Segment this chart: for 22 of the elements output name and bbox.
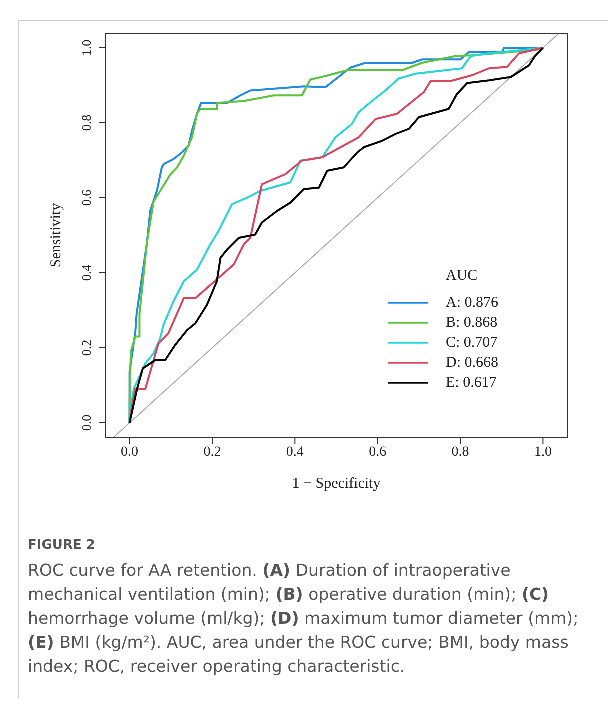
y-tick-label: 0.8 <box>79 114 94 132</box>
legend-label: A: 0.876 <box>446 294 498 312</box>
x-axis-title: 1 − Specificity <box>292 476 382 492</box>
y-tick-label: 0.6 <box>79 189 94 206</box>
legend-title: AUC <box>446 268 479 285</box>
x-tick-label: 0.2 <box>204 444 222 460</box>
x-tick-label: 0.4 <box>286 444 304 460</box>
text: ROC curve for AA retention. (A) Duration of intraoperative mechanical ventilation (min); (B) operative duration (min); (C) hemorrhage volume (ml/kg); (D) maximum tumor diameter (mm); (E) BMI (kg/m²). AUC, area under the ROC curve; BMI, body mass index; ROC, receiver operating characteristic. <box>28 561 579 676</box>
y-tick-label: 0.2 <box>79 340 94 356</box>
x-tick-label: 0.8 <box>452 444 470 460</box>
legend-label: B: 0.868 <box>446 314 498 332</box>
legend-label: D: 0.668 <box>446 354 498 372</box>
x-tick-label: 0.6 <box>369 444 387 460</box>
y-axis-title: Sensitivity <box>48 202 64 268</box>
y-tick-label: 0.4 <box>79 264 94 282</box>
x-tick-label: 1.0 <box>534 444 552 460</box>
legend-label: C: 0.707 <box>446 334 498 352</box>
legend-label: E: 0.617 <box>446 374 497 392</box>
y-tick-label: 0.0 <box>79 414 94 432</box>
caption: FIGURE 2 <box>28 538 96 553</box>
x-tick-label: 0.0 <box>121 444 139 460</box>
y-tick-label: 1.0 <box>79 40 94 56</box>
